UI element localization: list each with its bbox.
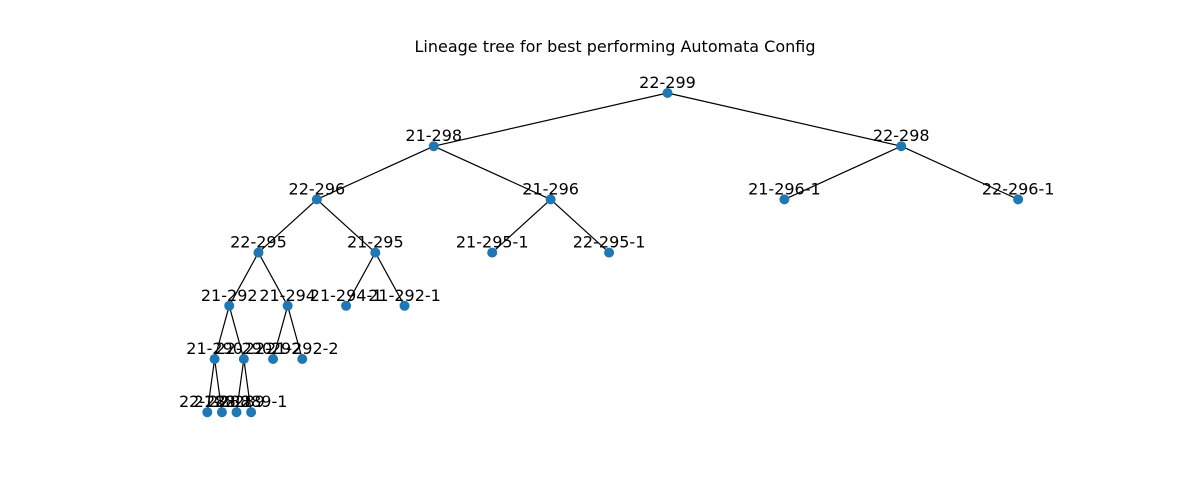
- tree-node: [370, 247, 381, 258]
- node-label: 22-289-1: [215, 392, 288, 411]
- tree-edge: [784, 145, 902, 200]
- tree-node: [487, 247, 498, 258]
- tree-edge: [272, 305, 289, 360]
- tree-edge: [214, 358, 223, 413]
- tree-node: [216, 407, 227, 418]
- tree-edge: [901, 145, 1019, 200]
- tree-node: [1013, 194, 1024, 205]
- node-label: 21-290: [186, 339, 243, 358]
- tree-edge: [235, 358, 245, 413]
- tree-node: [545, 194, 556, 205]
- tree-node: [604, 247, 615, 258]
- tree-node: [268, 354, 279, 364]
- node-label: 22-295-1: [573, 233, 646, 252]
- node-label: 22-298: [873, 126, 930, 145]
- tree-edge: [228, 252, 259, 307]
- tree-node: [428, 141, 439, 152]
- tree-edge: [345, 252, 376, 307]
- tree-edge: [257, 252, 289, 307]
- tree-edge: [433, 145, 551, 200]
- tree-node: [779, 194, 790, 205]
- diagram-title: Lineage tree for best performing Automat…: [414, 37, 815, 56]
- tree-edge: [491, 198, 552, 254]
- tree-edge: [243, 358, 252, 413]
- tree-node: [238, 354, 249, 364]
- tree-node: [209, 354, 220, 364]
- tree-node: [224, 300, 235, 311]
- nodes-layer: [202, 88, 1024, 418]
- tree-node: [399, 300, 410, 311]
- tree-edge: [550, 198, 610, 254]
- tree-edge: [214, 305, 230, 360]
- node-label: 21-292-2: [266, 339, 339, 358]
- edges-layer: [206, 92, 1019, 413]
- node-label: 22-290: [215, 339, 272, 358]
- tree-node: [202, 407, 213, 418]
- node-label: 21-292-1: [368, 286, 441, 305]
- node-label: 22-296-1: [982, 179, 1055, 198]
- tree-edge: [228, 305, 245, 360]
- node-label: 21-294: [259, 286, 316, 305]
- tree-node: [253, 247, 264, 258]
- tree-edge: [374, 252, 406, 307]
- tree-edge: [433, 92, 668, 147]
- tree-node: [282, 300, 293, 311]
- node-label: 22-296: [289, 179, 346, 198]
- labels-layer: 22-299 21-298 22-298 22-296 21-296 21-296-1 22…: [179, 73, 1054, 411]
- tree-edge: [287, 305, 303, 360]
- tree-node: [297, 354, 308, 364]
- tree-node: [311, 194, 322, 205]
- tree-edge: [316, 198, 376, 254]
- node-label: 21-295-1: [456, 233, 529, 252]
- tree-edge: [667, 92, 902, 147]
- node-label: 21-288: [194, 392, 251, 411]
- node-label: 21-296-1: [748, 179, 821, 198]
- node-label: 22-289: [208, 392, 265, 411]
- tree-node: [896, 141, 907, 152]
- node-label: 21-294-1: [310, 286, 383, 305]
- tree-edge: [206, 358, 216, 413]
- node-label: 21-292: [201, 286, 258, 305]
- tree-edge: [258, 198, 318, 254]
- node-label: 21-296: [522, 179, 579, 198]
- tree-node: [341, 300, 352, 311]
- node-label: 21-298: [405, 126, 462, 145]
- node-label: 22-295: [230, 233, 287, 252]
- tree-edge: [316, 145, 434, 200]
- tree-node: [246, 407, 257, 418]
- node-label: 22-288: [179, 392, 236, 411]
- node-label: 21-295: [347, 233, 404, 252]
- node-label: 22-299: [639, 73, 696, 92]
- tree-node: [662, 88, 673, 98]
- tree-node: [231, 407, 242, 418]
- node-label: 22-292: [245, 339, 302, 358]
